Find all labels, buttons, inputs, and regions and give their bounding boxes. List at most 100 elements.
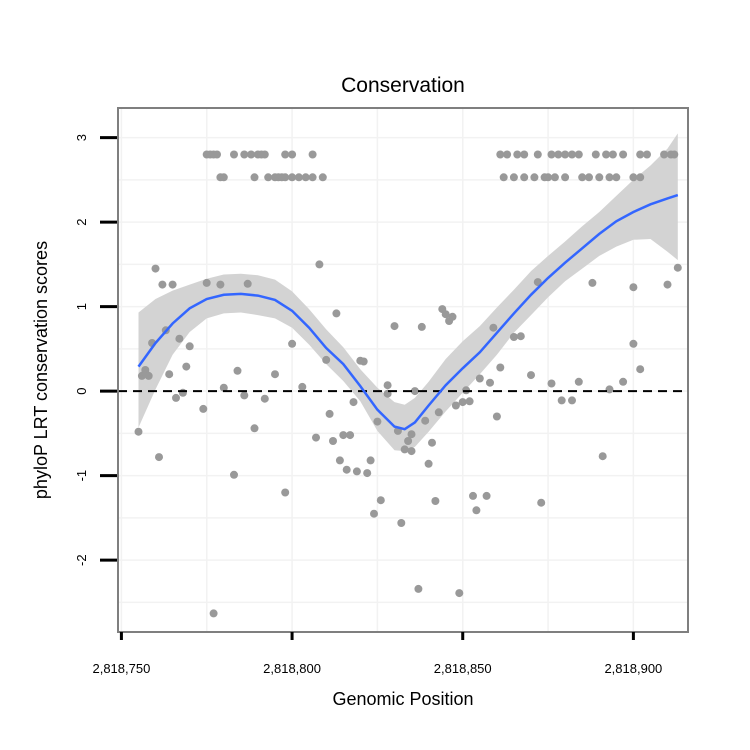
plot-panel-border — [117, 107, 689, 633]
data-point — [629, 339, 638, 348]
data-point — [294, 173, 303, 182]
data-point — [233, 366, 242, 375]
data-point — [264, 173, 273, 182]
data-point — [540, 173, 549, 182]
data-point — [619, 377, 628, 386]
data-point — [339, 431, 348, 440]
data-point — [533, 278, 542, 287]
data-point — [209, 609, 218, 618]
data-point — [482, 491, 491, 500]
data-point — [155, 453, 163, 462]
data-point — [373, 417, 382, 426]
data-point — [602, 150, 611, 159]
data-point — [424, 459, 433, 468]
data-point — [492, 412, 501, 421]
data-point — [301, 173, 310, 182]
data-point — [509, 333, 518, 341]
data-point — [520, 173, 529, 182]
data-point — [172, 393, 180, 402]
data-point — [288, 339, 297, 348]
x-tick-label: 2,818,900 — [604, 661, 662, 676]
confidence-band-layer — [138, 133, 678, 452]
data-point — [428, 438, 436, 447]
data-point — [509, 173, 518, 182]
data-point — [134, 427, 143, 436]
data-point — [660, 150, 669, 159]
data-point — [513, 150, 522, 159]
data-point — [288, 150, 297, 159]
data-point — [363, 469, 372, 478]
data-point — [629, 283, 638, 292]
data-point — [178, 388, 187, 397]
data-point — [670, 150, 679, 159]
data-point — [557, 396, 566, 405]
data-point — [407, 430, 416, 439]
data-point — [414, 584, 423, 593]
data-point — [407, 447, 416, 456]
data-point — [605, 385, 614, 394]
data-point — [335, 456, 344, 465]
data-point — [250, 173, 259, 182]
data-point — [598, 452, 607, 461]
data-point — [168, 280, 177, 289]
data-point — [561, 173, 570, 182]
data-point — [230, 150, 238, 159]
data-point — [591, 150, 600, 159]
data-point — [530, 173, 539, 182]
data-point — [390, 322, 399, 331]
data-point — [612, 173, 621, 182]
y-axis: -2 -1 0 1 2 3 — [74, 134, 117, 566]
data-point — [366, 456, 375, 465]
data-point — [441, 310, 450, 319]
y-tick-label: -1 — [74, 470, 89, 482]
data-point — [608, 150, 617, 159]
data-point — [554, 150, 563, 159]
data-point — [465, 397, 474, 406]
data-point — [376, 496, 385, 505]
data-point — [605, 173, 614, 182]
x-axis: 2,818,750 2,818,800 2,818,850 2,818,900 — [92, 632, 662, 676]
data-point — [216, 280, 225, 289]
y-tick-label: 0 — [74, 388, 89, 395]
data-point — [158, 280, 167, 289]
data-point — [230, 470, 238, 479]
data-point — [533, 150, 542, 159]
data-point — [281, 173, 290, 182]
data-point — [434, 408, 443, 417]
data-point — [250, 424, 259, 433]
data-point — [312, 433, 320, 442]
data-point — [240, 150, 249, 159]
data-point — [595, 173, 604, 182]
data-point — [308, 173, 317, 182]
data-point — [568, 150, 576, 159]
data-point — [499, 173, 508, 182]
data-point — [240, 391, 249, 400]
data-point — [322, 355, 331, 364]
data-point — [588, 278, 597, 287]
data-point — [629, 173, 638, 182]
data-point — [213, 150, 221, 159]
data-point — [202, 278, 211, 287]
smooth-line-layer — [137, 193, 679, 431]
data-point — [547, 150, 556, 159]
data-point — [318, 173, 327, 182]
data-point — [346, 431, 355, 440]
data-point — [472, 506, 481, 515]
data-point — [182, 362, 191, 371]
data-point — [585, 173, 593, 182]
data-point — [185, 342, 194, 351]
data-point — [619, 150, 628, 159]
data-point — [489, 323, 498, 332]
data-point — [332, 309, 341, 318]
data-point — [527, 371, 535, 380]
data-point — [550, 173, 559, 182]
x-tick-label: 2,818,850 — [434, 661, 492, 676]
data-point — [448, 312, 457, 321]
x-tick-label: 2,818,750 — [92, 661, 150, 676]
data-point — [359, 357, 368, 366]
data-point — [352, 467, 361, 476]
data-point — [165, 370, 174, 379]
data-point — [325, 409, 334, 418]
